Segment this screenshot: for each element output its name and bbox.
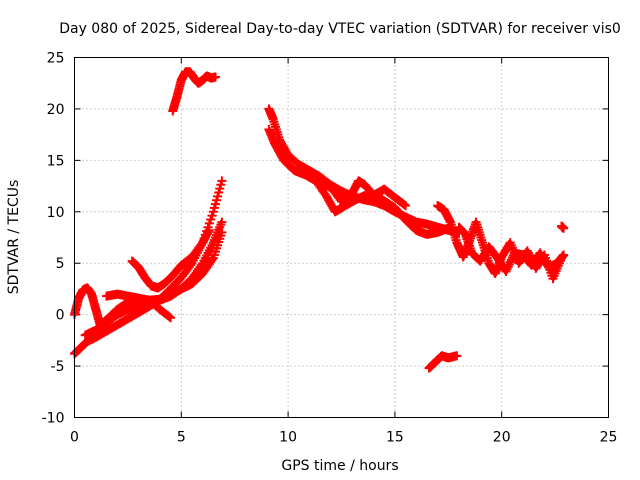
series-arc-4 <box>102 227 227 305</box>
data-point <box>210 199 220 209</box>
y-tick-label: 0 <box>56 308 65 324</box>
data-point <box>452 351 462 361</box>
data-point <box>166 313 176 323</box>
series-arc-12 <box>424 351 462 373</box>
series-arc-5 <box>127 225 214 293</box>
y-tick-label: 10 <box>47 205 65 221</box>
data-point <box>217 227 227 237</box>
data-point <box>559 250 569 260</box>
series-arc-10 <box>433 201 567 284</box>
data-point <box>217 217 227 227</box>
y-tick-label: 20 <box>47 102 65 118</box>
x-tick-label: 25 <box>600 430 618 446</box>
data-point <box>213 191 223 201</box>
x-axis-label: GPS time / hours <box>281 458 398 474</box>
data-point <box>207 211 217 221</box>
y-tick-label: -5 <box>51 359 65 375</box>
y-tick-label: 25 <box>47 51 65 67</box>
data-point <box>217 176 227 186</box>
data-point <box>214 188 224 197</box>
y-tick-label: 5 <box>56 256 65 272</box>
series-arc-9 <box>315 176 411 211</box>
x-tick-label: 10 <box>279 430 297 446</box>
data-point <box>206 215 216 224</box>
y-tick-label: -10 <box>42 411 65 427</box>
series-arc-13 <box>557 221 569 233</box>
series-arc-6 <box>168 67 220 116</box>
data-point <box>209 203 219 213</box>
grid <box>74 57 609 418</box>
data-point <box>208 207 218 217</box>
x-tick-label: 0 <box>70 430 79 446</box>
data-point <box>212 195 222 205</box>
x-tick-label: 20 <box>493 430 511 446</box>
y-axis-label: SDTVAR / TECUs <box>6 180 22 295</box>
data-point <box>210 72 220 82</box>
data-point <box>216 180 226 190</box>
data-marks <box>70 67 569 373</box>
y-tick-label: 15 <box>47 153 65 169</box>
plot-frame <box>74 57 609 418</box>
data-point <box>559 223 569 233</box>
data-point <box>401 201 411 211</box>
data-point <box>204 225 214 235</box>
axis-ticks: 0 5 10 15 20 25 -10 -5 0 5 10 15 20 25 <box>42 51 618 446</box>
data-point <box>215 184 225 194</box>
x-tick-label: 15 <box>386 430 404 446</box>
series-arc-11 <box>454 222 569 276</box>
x-tick-label: 5 <box>177 430 186 446</box>
chart-title: Day 080 of 2025, Sidereal Day-to-day VTE… <box>59 21 621 37</box>
